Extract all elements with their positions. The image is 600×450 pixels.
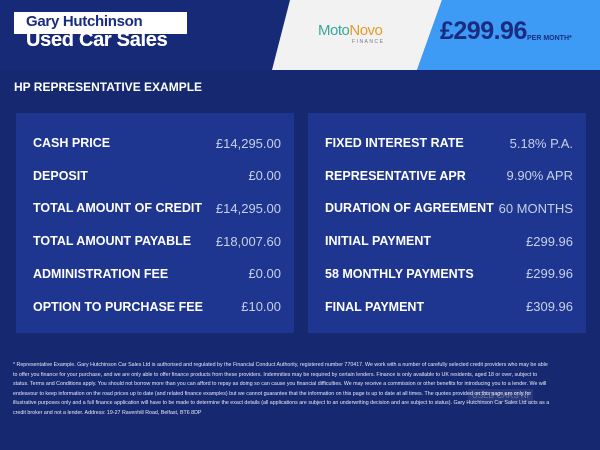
row-label: INITIAL PAYMENT [325,234,432,249]
finance-row: TOTAL AMOUNT OF CREDIT £14,295.00 [33,198,281,218]
row-value: £10.00 [241,299,281,314]
section-title: HP REPRESENTATIVE EXAMPLE [14,80,203,94]
row-value: £309.96 [526,299,573,314]
row-label: OPTION TO PURCHASE FEE [33,299,203,314]
finance-row: OPTION TO PURCHASE FEE £10.00 [33,297,281,317]
motonovo-logo: MotoNovo [318,22,383,39]
row-label: TOTAL AMOUNT OF CREDIT [33,201,202,216]
row-value: 60 MONTHS [498,200,573,216]
dealer-subtitle: Used Car Sales [26,29,168,51]
finance-row: CASH PRICE £14,295.00 [33,133,281,153]
price-panel [417,0,600,70]
finance-row: FIXED INTEREST RATE 5.18% P.A. [325,133,573,153]
row-value: £14,295.00 [215,135,281,151]
finance-row: REPRESENTATIVE APR 9.90% APR [325,166,573,186]
finance-row: DEPOSIT £0.00 [33,166,281,186]
row-label: 58 MONTHLY PAYMENTS [325,266,474,281]
row-label: TOTAL AMOUNT PAYABLE [33,234,192,249]
finance-row: INITIAL PAYMENT £299.96 [325,231,573,251]
finance-row: ADMINISTRATION FEE £0.00 [33,264,281,284]
row-value: £299.96 [526,233,573,249]
dealer-logo: Gary Hutchinson Used Car Sales [14,12,187,69]
finance-row: DURATION OF AGREEMENT 60 MONTHS [325,198,573,218]
left-panel: CASH PRICE £14,295.00 DEPOSIT £0.00 TOTAL AM… [16,113,294,333]
row-label: REPRESENTATIVE APR [325,168,466,183]
watermark: USED CARS NI [468,389,533,402]
row-value: £0.00 [248,266,281,282]
finance-label: FINANCE [352,39,385,45]
finance-row: FINAL PAYMENT £309.96 [325,297,573,317]
row-label: ADMINISTRATION FEE [33,266,169,281]
row-value: £14,295.00 [215,200,281,216]
per-month-label: PER MONTH* [527,35,572,42]
row-value: 9.90% APR [506,168,574,184]
row-value: £299.96 [526,266,573,282]
row-value: 5.18% P.A. [509,135,573,151]
header: Gary Hutchinson Used Car Sales MotoNovo … [0,0,600,70]
disclaimer: * Representative Example. Gary Hutchinso… [13,362,550,416]
dealer-name: Gary Hutchinson [26,13,143,30]
row-label: DURATION OF AGREEMENT [325,201,494,216]
right-panel: FIXED INTEREST RATE 5.18% P.A. REPRESENTAT… [308,113,586,333]
row-label: FINAL PAYMENT [325,299,425,314]
row-value: £18,007.60 [215,233,281,249]
monthly-price: £299.96 [440,17,527,45]
finance-logo-panel [272,0,442,70]
finance-row: 58 MONTHLY PAYMENTS £299.96 [325,264,573,284]
finance-row: TOTAL AMOUNT PAYABLE £18,007.60 [33,231,281,251]
row-label: CASH PRICE [33,136,111,150]
row-label: FIXED INTEREST RATE [325,136,464,150]
row-label: DEPOSIT [33,168,88,183]
row-value: £0.00 [248,168,281,184]
